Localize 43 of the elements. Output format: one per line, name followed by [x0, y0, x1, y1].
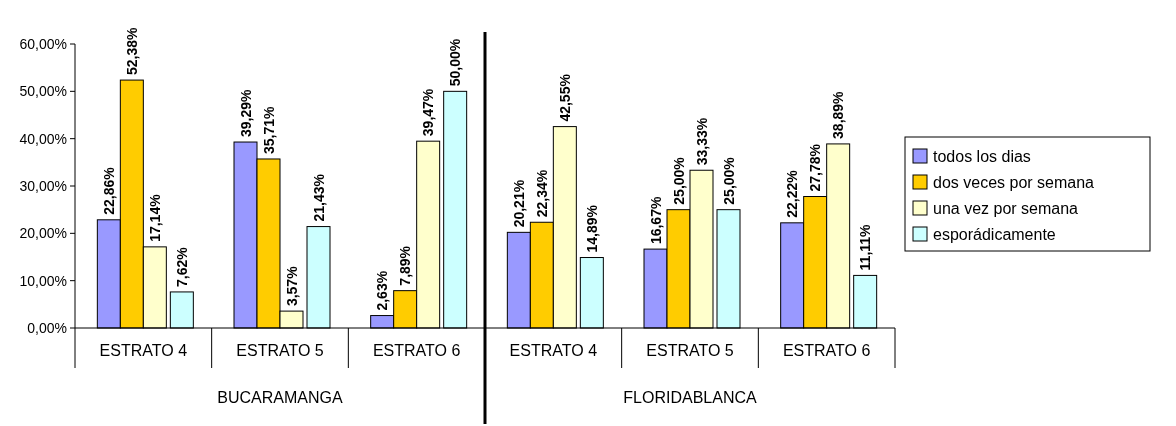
- data-label: 39,29%: [237, 88, 254, 138]
- data-label: 7,89%: [397, 245, 414, 286]
- data-label: 11,11%: [857, 223, 874, 271]
- data-label: 21,43%: [310, 173, 327, 222]
- y-tick-label: 10,00%: [19, 272, 67, 289]
- y-tick-label: 50,00%: [19, 83, 67, 100]
- x-tick-label: ESTRATO 4: [99, 342, 188, 359]
- data-label: 42,55%: [556, 73, 573, 122]
- legend-label: una vez por semana: [933, 199, 1079, 217]
- data-label: 52,38%: [123, 27, 140, 76]
- data-label: 27,78%: [807, 143, 824, 192]
- y-tick-label: 30,00%: [19, 177, 67, 194]
- text: BUCARAMANGA: [217, 389, 343, 406]
- x-tick-label: ESTRATO 6: [782, 342, 871, 359]
- data-label: 20,21%: [510, 179, 527, 228]
- data-label: 22,34%: [533, 169, 550, 218]
- data-label: 22,86%: [100, 166, 117, 215]
- y-tick-label: 20,00%: [19, 225, 67, 242]
- x-tick-label: ESTRATO 5: [236, 342, 324, 359]
- data-label: 33,33%: [693, 117, 710, 166]
- data-label: 17,14%: [146, 193, 163, 242]
- legend-label: dos veces por semana: [933, 173, 1095, 191]
- legend-label: esporádicamente: [933, 225, 1056, 243]
- x-tick-label: ESTRATO 5: [646, 342, 734, 359]
- y-tick-label: 60,00%: [19, 35, 67, 52]
- data-label: 14,89%: [583, 204, 600, 253]
- data-label: 7,62%: [173, 246, 190, 287]
- text: FLORIDABLANCA: [623, 389, 758, 406]
- x-tick-label: ESTRATO 4: [509, 342, 598, 359]
- data-label: 3,57%: [283, 265, 300, 307]
- data-label: 2,63%: [374, 270, 391, 311]
- data-label: 25,00%: [720, 156, 737, 205]
- data-label: 38,89%: [830, 90, 847, 139]
- x-tick-label: ESTRATO 6: [372, 342, 461, 359]
- data-label: 25,00%: [670, 156, 687, 205]
- data-label: 39,47%: [420, 88, 437, 137]
- data-label: 35,71%: [260, 105, 277, 154]
- y-tick-label: 40,00%: [19, 130, 67, 147]
- data-label: 22,22%: [784, 169, 801, 218]
- data-label: 16,67%: [647, 196, 664, 245]
- y-tick-label: 0,00%: [27, 319, 67, 336]
- legend-label: todos los dias: [933, 147, 1031, 165]
- data-label: 50,00%: [447, 38, 464, 87]
